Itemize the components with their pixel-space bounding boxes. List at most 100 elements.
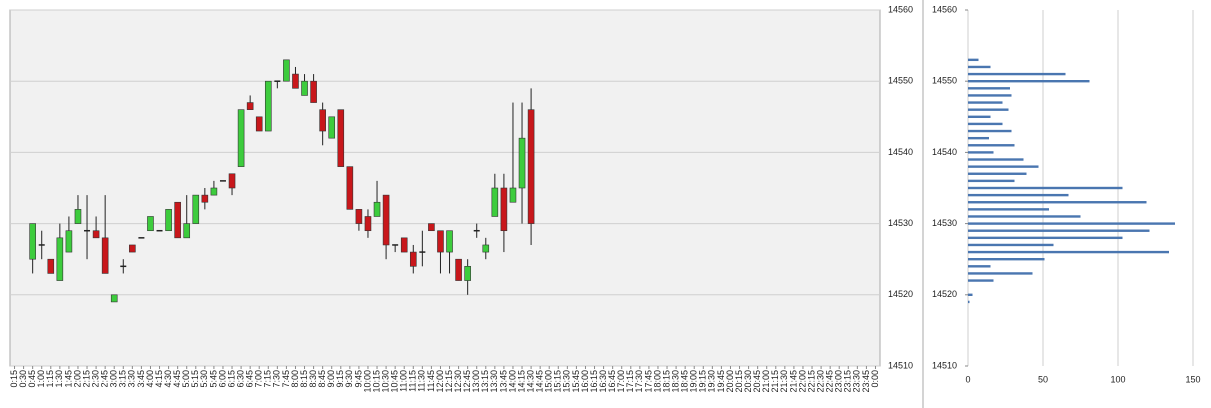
x-tick-label: 7:15: [263, 370, 273, 388]
bar: [968, 208, 1049, 211]
bar: [968, 172, 1027, 175]
x-tick-label: 5:00: [181, 370, 191, 388]
x-tick-label: 17:15: [625, 370, 635, 393]
x-tick-label: 23:00: [834, 370, 844, 393]
bar: [968, 243, 1054, 247]
x-tick-label: 5:30: [199, 370, 209, 388]
x-tick-label: 8:45: [317, 370, 327, 388]
candle-body: [518, 137, 526, 189]
x-tick-label: 22:45: [825, 370, 835, 393]
bar: [968, 265, 991, 268]
candle-body: [491, 187, 499, 217]
bar: [968, 300, 970, 304]
candle-body: [509, 187, 517, 203]
x-tick-label: 15:30: [562, 370, 572, 393]
x-tick-label: 1:45: [63, 370, 73, 388]
x-tick-label: 1:30: [54, 370, 64, 388]
bar: [968, 236, 1123, 240]
candle-body: [310, 80, 317, 103]
x-tick-label: 3:15: [118, 370, 128, 388]
x-tick-label: 18:30: [670, 370, 680, 393]
x-tick-label: 5:15: [190, 370, 200, 388]
x-tick-label: 0:00: [870, 370, 880, 388]
x-tick-label: 22:00: [797, 370, 807, 393]
candle-body: [92, 230, 100, 239]
bar: [968, 115, 991, 118]
x-tick-label: 23:30: [852, 370, 862, 393]
candle-body: [437, 230, 444, 253]
x-tick-label: 21:00: [761, 370, 771, 393]
x-tick-label: 13:45: [498, 370, 508, 393]
x-tick-label: 5:45: [208, 370, 218, 388]
bar: [968, 158, 1024, 161]
candle-body: [409, 251, 417, 267]
candle-body: [183, 223, 191, 239]
bar: [968, 65, 991, 69]
bar: [968, 229, 1150, 232]
x-tick-label: 21:45: [788, 370, 798, 393]
candle-body: [500, 187, 508, 232]
x-tick-label: 17:00: [616, 370, 626, 393]
x-tick-label: 16:30: [598, 370, 608, 393]
x-tick-label: 18:45: [680, 370, 690, 393]
x-tick-label: 19:00: [689, 370, 699, 393]
x-tick-label: 13:00: [471, 370, 481, 393]
y-tick-label: 14520: [888, 289, 913, 299]
bar: [968, 222, 1175, 225]
bar: [968, 80, 1090, 83]
x-tick-label: 15:15: [553, 370, 563, 393]
x-tick-label: 16:00: [580, 370, 590, 393]
bar: [968, 72, 1066, 76]
x-tick-label: 13:30: [489, 370, 499, 393]
y-tick-label: 14530: [932, 218, 957, 228]
x-tick-label: 15:45: [571, 370, 581, 393]
x-tick-label: 10:30: [380, 370, 390, 393]
candle-body: [346, 166, 354, 210]
x-tick-label: 3:45: [136, 370, 146, 388]
candle-body: [56, 237, 64, 281]
candle-body: [364, 216, 372, 232]
x-tick-label: 50: [1038, 374, 1048, 384]
x-tick-label: 9:15: [335, 370, 345, 388]
candle-body: [255, 116, 263, 132]
x-tick-label: 19:30: [707, 370, 717, 393]
y-tick-label: 14520: [932, 289, 957, 299]
bar: [968, 186, 1123, 190]
x-tick-label: 3:00: [109, 370, 119, 388]
candle-body: [101, 237, 109, 274]
candle-body: [129, 244, 136, 253]
x-tick-label: 1:00: [36, 370, 46, 388]
candle-body: [174, 201, 181, 239]
bar: [968, 258, 1045, 261]
x-tick-label: 2:00: [72, 370, 82, 388]
x-tick-label: 4:45: [172, 370, 182, 388]
candle-body: [228, 173, 236, 189]
bar: [968, 193, 1069, 197]
x-tick-label: 6:00: [217, 370, 227, 388]
x-tick-label: 6:30: [235, 370, 245, 388]
y-tick-label: 14550: [932, 76, 957, 86]
x-tick-label: 20:30: [743, 370, 753, 393]
x-tick-label: 100: [1110, 374, 1125, 384]
x-tick-label: 9:45: [353, 370, 363, 388]
candle-body: [147, 216, 154, 232]
x-tick-label: 0:30: [18, 370, 28, 388]
candle-body: [328, 116, 336, 139]
x-tick-label: 2:30: [90, 370, 100, 388]
x-tick-label: 4:30: [163, 370, 173, 388]
bar: [968, 136, 989, 140]
bar: [968, 58, 979, 62]
x-tick-label: 2:15: [81, 370, 91, 388]
x-tick-label: 3:30: [127, 370, 137, 388]
x-tick-label: 15:00: [544, 370, 554, 393]
candle-body: [264, 80, 272, 132]
x-tick-label: 18:15: [661, 370, 671, 393]
x-tick-label: 21:15: [770, 370, 780, 393]
candle-body: [110, 294, 118, 303]
x-tick-label: 20:45: [752, 370, 762, 393]
candle-body: [527, 109, 535, 224]
bar: [968, 108, 1009, 111]
x-tick-label: 22:15: [806, 370, 816, 393]
x-tick-label: 0:45: [27, 370, 37, 388]
x-tick-label: 7:30: [272, 370, 282, 388]
